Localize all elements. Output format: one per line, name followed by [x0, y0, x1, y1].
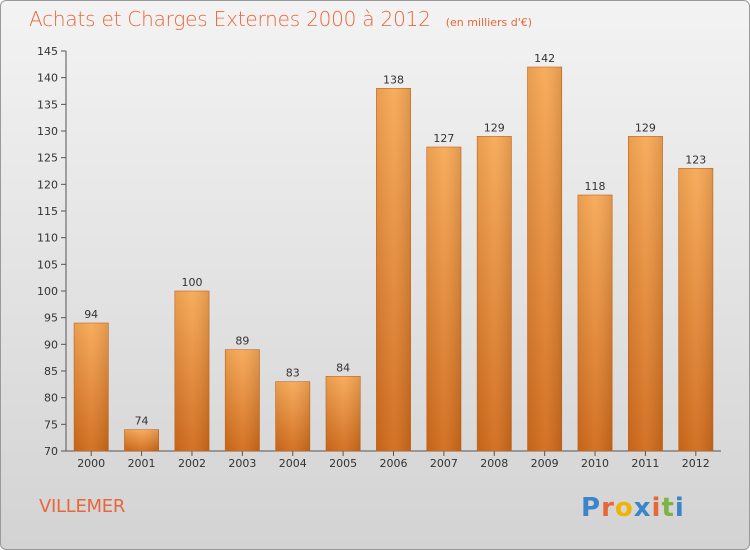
- place-name: VILLEMER: [39, 496, 126, 517]
- chart-header: Achats et Charges Externes 2000 à 2012 (…: [29, 7, 532, 31]
- x-tick-label: 2000: [77, 457, 105, 470]
- logo-letter: i: [651, 493, 662, 523]
- data-label: 100: [181, 276, 202, 289]
- chart-subtitle: (en milliers d'€): [445, 16, 533, 29]
- y-tick-label: 70: [44, 445, 58, 458]
- x-tick-label: 2007: [430, 457, 458, 470]
- data-label: 74: [135, 415, 149, 428]
- x-tick-label: 2011: [631, 457, 659, 470]
- x-tick-label: 2004: [279, 457, 307, 470]
- y-tick-label: 100: [37, 285, 58, 298]
- data-label: 129: [484, 121, 505, 134]
- data-label: 83: [286, 367, 300, 380]
- x-tick-label: 2010: [581, 457, 609, 470]
- x-tick-label: 2008: [480, 457, 508, 470]
- bar-shade: [325, 376, 361, 451]
- data-label: 94: [84, 308, 98, 321]
- data-label: 123: [685, 153, 706, 166]
- bar-shade: [527, 67, 562, 451]
- data-label: 127: [433, 132, 454, 145]
- y-tick-label: 90: [44, 338, 58, 351]
- y-tick-label: 75: [44, 418, 58, 431]
- chart-title: Achats et Charges Externes 2000 à 2012: [29, 7, 431, 31]
- logo-letter: t: [661, 493, 675, 523]
- bar-shade: [275, 381, 310, 451]
- data-label: 142: [534, 52, 555, 65]
- bar-shade: [124, 429, 159, 451]
- x-tick-label: 2001: [128, 457, 156, 470]
- data-label: 89: [235, 335, 249, 348]
- x-tick-label: 2009: [531, 457, 559, 470]
- data-label: 129: [635, 121, 656, 134]
- bar-shade: [376, 88, 411, 451]
- bar-shade: [628, 136, 663, 452]
- y-tick-label: 145: [37, 45, 58, 58]
- data-label: 118: [585, 180, 606, 193]
- bar-shade: [174, 291, 210, 451]
- data-labels: 94 74 100 89 83 84 138 127 129 142 118 129 123: [84, 52, 706, 428]
- bar-shade: [577, 195, 613, 451]
- y-tick-label: 85: [44, 365, 58, 378]
- y-tick-label: 130: [37, 125, 58, 138]
- axes: 70 75 80 85 90 95 100 105 110 115 120 125 130 135 140 1…: [37, 45, 721, 470]
- logo-letter: o: [614, 493, 634, 523]
- x-tick-label: 2012: [682, 457, 710, 470]
- x-tick-label: 2003: [228, 457, 256, 470]
- x-tick-label: 2002: [178, 457, 206, 470]
- bar-shade: [678, 168, 713, 452]
- y-tick-label: 135: [37, 98, 58, 111]
- logo-letter: r: [601, 493, 615, 523]
- bar-shade: [74, 323, 109, 451]
- y-tick-label: 140: [37, 72, 58, 85]
- y-tick-label: 105: [37, 258, 58, 271]
- y-tick-label: 95: [44, 312, 58, 325]
- x-tick-label: 2006: [380, 457, 408, 470]
- logo-letter: x: [633, 493, 652, 523]
- y-tick-label: 80: [44, 392, 58, 405]
- proxiti-logo[interactable]: Proxiti: [581, 493, 685, 523]
- y-tick-label: 115: [37, 205, 58, 218]
- data-label: 84: [336, 361, 350, 374]
- y-tick-label: 125: [37, 152, 58, 165]
- y-tick-label: 110: [37, 232, 58, 245]
- y-tick-label: 120: [37, 178, 58, 191]
- bar-shade: [477, 136, 512, 452]
- logo-letter: i: [674, 493, 685, 523]
- bar-shade: [225, 349, 260, 451]
- x-tick-label: 2005: [329, 457, 357, 470]
- bar-shade: [426, 147, 462, 451]
- logo-letter: P: [581, 493, 602, 523]
- data-label: 138: [383, 73, 404, 86]
- bars: [73, 66, 714, 452]
